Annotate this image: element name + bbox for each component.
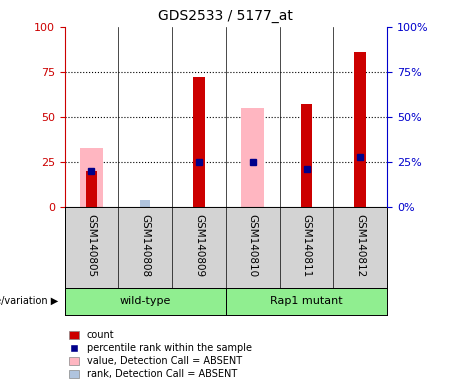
- Text: GSM140808: GSM140808: [140, 214, 150, 277]
- Title: GDS2533 / 5177_at: GDS2533 / 5177_at: [159, 9, 293, 23]
- Bar: [242, 108, 264, 207]
- Text: GSM140812: GSM140812: [355, 214, 366, 277]
- Text: GSM140810: GSM140810: [248, 214, 258, 277]
- Legend: count, percentile rank within the sample, value, Detection Call = ABSENT, rank, : count, percentile rank within the sample…: [70, 330, 252, 379]
- Bar: [86, 171, 97, 207]
- Bar: [226, 288, 387, 315]
- Text: genotype/variation ▶: genotype/variation ▶: [0, 296, 58, 306]
- Bar: [355, 52, 366, 207]
- Bar: [140, 200, 150, 207]
- Text: wild-type: wild-type: [119, 296, 171, 306]
- Text: GSM140805: GSM140805: [86, 214, 96, 277]
- Bar: [301, 104, 313, 207]
- Bar: [80, 148, 103, 207]
- Bar: [65, 288, 226, 315]
- Text: Rap1 mutant: Rap1 mutant: [270, 296, 343, 306]
- Text: GSM140811: GSM140811: [301, 214, 312, 277]
- Bar: [193, 78, 205, 207]
- Text: GSM140809: GSM140809: [194, 214, 204, 277]
